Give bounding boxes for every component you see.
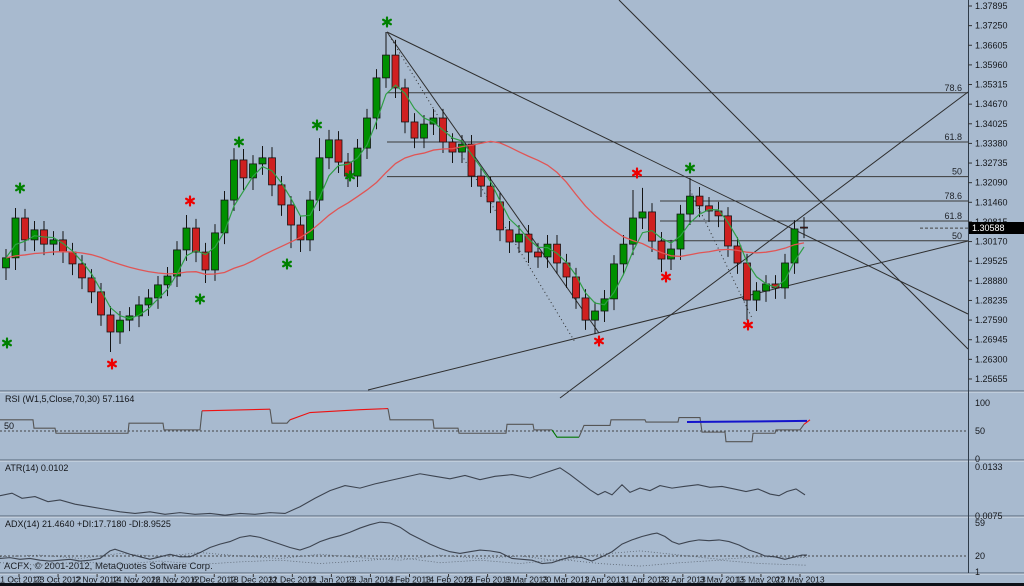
- bottom-strip: [0, 583, 1024, 586]
- svg-text:1.27590: 1.27590: [975, 315, 1008, 325]
- svg-text:14 Feb 2013: 14 Feb 2013: [425, 575, 473, 585]
- signal-star-green: [282, 258, 292, 270]
- signal-star-green: [15, 182, 25, 194]
- signal-star-green: [312, 119, 322, 131]
- svg-text:1.28235: 1.28235: [975, 295, 1008, 305]
- signal-star-red: [107, 358, 117, 370]
- rsi-level-50-label: 50: [4, 421, 15, 431]
- signal-star-red: [632, 167, 642, 179]
- svg-text:23 Jan 2013: 23 Jan 2013: [347, 575, 394, 585]
- signal-markers: [2, 16, 753, 370]
- signal-star-green: [382, 16, 392, 28]
- svg-text:1.37895: 1.37895: [975, 1, 1008, 11]
- svg-text:27 May 2013: 27 May 2013: [775, 575, 824, 585]
- adx-indicator-label: ADX(14) 21.4640 +DI:17.7180 -DI:8.9525: [5, 519, 171, 529]
- svg-text:26 Nov 2012: 26 Nov 2012: [151, 575, 199, 585]
- svg-text:11 Oct 2012: 11 Oct 2012: [0, 575, 42, 585]
- signal-star-red: [743, 319, 753, 331]
- svg-text:1.32735: 1.32735: [975, 158, 1008, 168]
- svg-text:100: 100: [975, 398, 990, 408]
- svg-text:11 Jan 2013: 11 Jan 2013: [308, 575, 354, 585]
- svg-text:15 May 2013: 15 May 2013: [736, 575, 785, 585]
- rsi-indicator-label: RSI (W1,5,Close,70,30) 57.1164: [5, 394, 135, 404]
- svg-text:1.29525: 1.29525: [975, 256, 1008, 266]
- current-price-tag: 1.30588: [969, 222, 1024, 234]
- svg-text:50: 50: [975, 426, 985, 436]
- adx-pane: 59 20 1: [0, 518, 985, 577]
- svg-text:4 Feb 2013: 4 Feb 2013: [388, 575, 431, 585]
- svg-text:26 Feb 2013: 26 Feb 2013: [464, 575, 512, 585]
- svg-text:0: 0: [975, 454, 980, 464]
- svg-text:23 Oct 2012: 23 Oct 2012: [35, 575, 82, 585]
- candlesticks: [2, 31, 808, 353]
- svg-text:78.6: 78.6: [944, 191, 962, 201]
- svg-text:1.36605: 1.36605: [975, 40, 1008, 50]
- signal-star-red: [594, 335, 604, 347]
- svg-text:14 Nov 2012: 14 Nov 2012: [112, 575, 160, 585]
- svg-text:31 Dec 2012: 31 Dec 2012: [268, 575, 316, 585]
- svg-text:1.31460: 1.31460: [975, 197, 1008, 207]
- signal-star-green: [195, 293, 205, 305]
- svg-text:1.35960: 1.35960: [975, 60, 1008, 70]
- signal-star-green: [345, 170, 355, 182]
- trendlines: [367, 0, 969, 399]
- svg-text:0.0075: 0.0075: [975, 511, 1003, 521]
- svg-text:1.30170: 1.30170: [975, 237, 1008, 247]
- svg-text:3 May 2013: 3 May 2013: [700, 575, 745, 585]
- svg-text:61.8: 61.8: [944, 132, 962, 142]
- rsi-pane: 100 50 0: [0, 398, 990, 464]
- signal-star-red: [661, 271, 671, 283]
- svg-text:1.30815: 1.30815: [975, 217, 1008, 227]
- signal-star-green: [2, 337, 12, 349]
- atr-pane: 0.0133 0.0075: [0, 462, 1003, 521]
- signal-star-green: [685, 162, 695, 174]
- svg-text:1 Apr 2013: 1 Apr 2013: [584, 575, 625, 585]
- svg-text:1.33380: 1.33380: [975, 138, 1008, 148]
- svg-text:61.8: 61.8: [944, 211, 962, 221]
- svg-text:78.6: 78.6: [944, 83, 962, 93]
- signal-star-green: [234, 136, 244, 148]
- svg-text:8 Mar 2013: 8 Mar 2013: [505, 575, 548, 585]
- svg-text:11 Apr 2013: 11 Apr 2013: [621, 575, 666, 585]
- svg-text:59: 59: [975, 518, 985, 528]
- svg-text:1.25655: 1.25655: [975, 374, 1008, 384]
- svg-text:1.35315: 1.35315: [975, 80, 1008, 90]
- svg-text:20: 20: [975, 551, 985, 561]
- copyright-text: ACFX, © 2001-2012, MetaQuotes Software C…: [4, 561, 213, 572]
- svg-text:2 Nov 2012: 2 Nov 2012: [75, 575, 119, 585]
- svg-text:20 Mar 2013: 20 Mar 2013: [542, 575, 590, 585]
- svg-text:1.28880: 1.28880: [975, 276, 1008, 286]
- svg-text:1.26945: 1.26945: [975, 335, 1008, 345]
- pane-separators: [0, 390, 1024, 575]
- svg-text:1.37250: 1.37250: [975, 21, 1008, 31]
- svg-text:23 Apr 2013: 23 Apr 2013: [660, 575, 706, 585]
- svg-text:1.26300: 1.26300: [975, 354, 1008, 364]
- atr-indicator-label: ATR(14) 0.0102: [5, 463, 69, 473]
- svg-text:0.0133: 0.0133: [975, 462, 1003, 472]
- signal-star-red: [185, 195, 195, 207]
- svg-text:6 Dec 2012: 6 Dec 2012: [193, 575, 237, 585]
- svg-text:1.34025: 1.34025: [975, 119, 1008, 129]
- moving-averages: [5, 84, 805, 320]
- svg-text:50: 50: [952, 231, 962, 241]
- svg-text:18 Dec 2012: 18 Dec 2012: [229, 575, 277, 585]
- svg-text:1.32090: 1.32090: [975, 178, 1008, 188]
- svg-text:50: 50: [952, 167, 962, 177]
- price-axis: 1.37895 1.37250 1.36605 1.35960 1.35315 1.346…: [968, 1, 1008, 384]
- svg-text:1.34670: 1.34670: [975, 99, 1008, 109]
- svg-text:1: 1: [975, 567, 980, 577]
